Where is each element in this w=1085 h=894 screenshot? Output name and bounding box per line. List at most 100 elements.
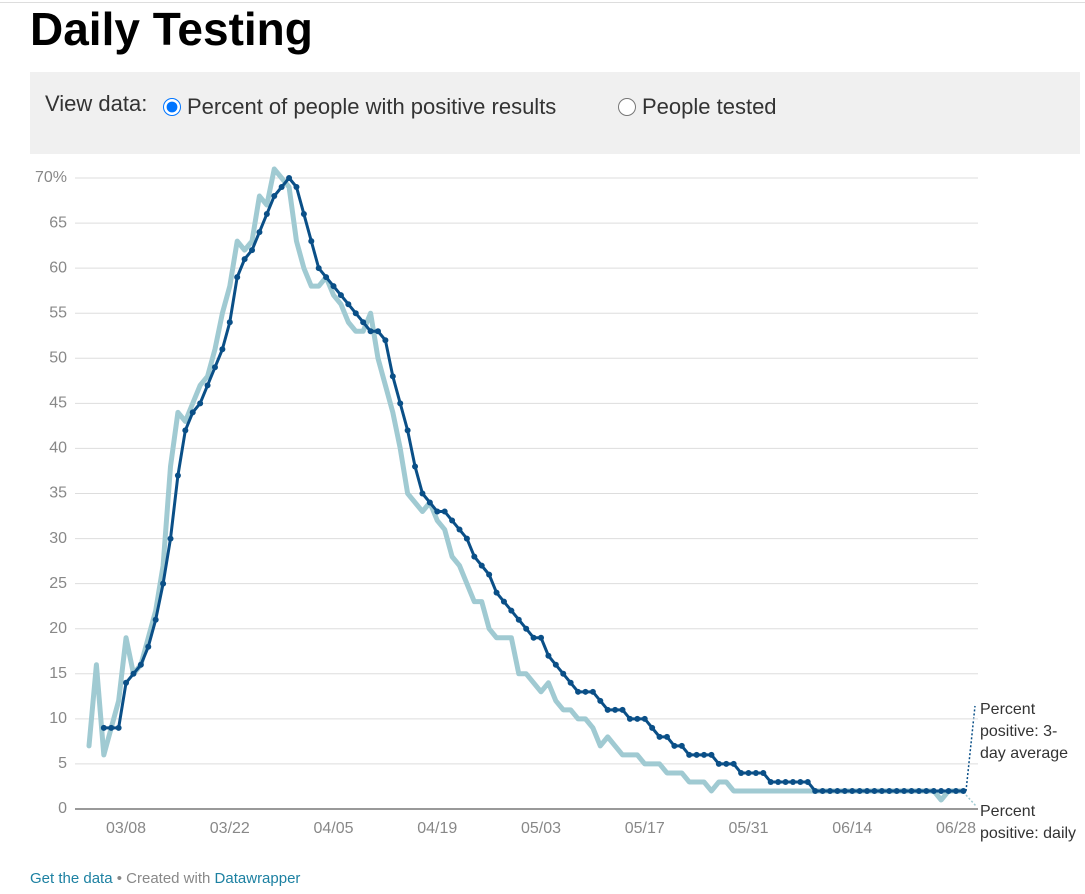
data-point: [819, 787, 826, 794]
data-point: [738, 769, 745, 776]
data-point: [234, 274, 241, 281]
data-point: [789, 778, 796, 785]
data-point: [323, 274, 330, 281]
data-point: [908, 787, 915, 794]
data-point: [160, 580, 167, 587]
data-point: [841, 787, 848, 794]
y-tick-label: 35: [49, 485, 67, 502]
data-point: [271, 193, 278, 200]
y-tick-label: 25: [49, 575, 67, 592]
data-point: [915, 787, 922, 794]
data-point: [619, 706, 626, 713]
data-point: [567, 679, 574, 686]
radio-option[interactable]: People tested: [618, 94, 777, 120]
y-tick-label: 55: [49, 304, 67, 321]
data-point: [871, 787, 878, 794]
data-point: [167, 535, 174, 542]
data-point: [604, 706, 611, 713]
data-point: [278, 184, 285, 191]
data-point: [426, 499, 433, 506]
label-connector: [965, 794, 977, 807]
data-point: [715, 760, 722, 767]
data-point: [663, 733, 670, 740]
view-controls: View data: Percent of people with positi…: [30, 72, 1080, 154]
y-tick-label: 60: [49, 259, 67, 276]
data-point: [597, 697, 604, 704]
y-tick-label: 70%: [35, 169, 67, 186]
data-point: [500, 598, 507, 605]
data-point: [938, 787, 945, 794]
data-point: [145, 643, 152, 650]
data-point: [834, 787, 841, 794]
data-point: [486, 571, 493, 578]
data-point: [723, 760, 730, 767]
data-point: [419, 490, 426, 497]
data-point: [315, 265, 322, 272]
data-point: [345, 301, 352, 308]
data-point: [612, 706, 619, 713]
data-point: [100, 724, 107, 731]
data-point: [760, 769, 767, 776]
data-point: [508, 607, 515, 614]
data-point: [478, 562, 485, 569]
data-point: [752, 769, 759, 776]
y-tick-label: 45: [49, 395, 67, 412]
x-tick-label: 05/17: [625, 820, 665, 837]
data-point: [286, 175, 293, 181]
series-label: Percent positive: daily: [980, 803, 1077, 842]
data-point: [886, 787, 893, 794]
x-tick-label: 06/14: [832, 820, 872, 837]
data-point: [864, 787, 871, 794]
data-point: [797, 778, 804, 785]
data-point: [812, 787, 819, 794]
data-point: [471, 553, 478, 560]
y-tick-label: 0: [58, 800, 67, 817]
radio[interactable]: [163, 98, 181, 116]
data-point: [827, 787, 833, 794]
x-tick-label: 03/22: [210, 820, 250, 837]
data-point: [337, 292, 344, 299]
data-point: [626, 715, 633, 722]
x-tick-label: 04/19: [417, 820, 457, 837]
data-point: [901, 787, 908, 794]
data-point: [174, 472, 181, 479]
data-point: [893, 787, 900, 794]
data-point: [449, 517, 456, 524]
data-point: [849, 787, 856, 794]
data-point: [152, 616, 159, 623]
y-tick-label: 15: [49, 665, 67, 682]
data-point: [678, 742, 685, 749]
y-tick-label: 65: [49, 214, 67, 231]
data-point: [263, 211, 270, 218]
data-point: [775, 778, 782, 785]
data-point: [530, 634, 537, 641]
data-point: [960, 787, 967, 794]
data-point: [575, 688, 582, 695]
data-point: [930, 787, 937, 794]
data-point: [123, 679, 130, 686]
data-point: [360, 319, 367, 326]
radio-option[interactable]: Percent of people with positive results: [163, 94, 556, 120]
data-point: [108, 724, 115, 731]
get-data-link[interactable]: Get the data: [30, 870, 113, 887]
data-point: [352, 310, 359, 317]
data-point: [293, 184, 300, 191]
y-tick-label: 40: [49, 440, 67, 457]
data-point: [374, 328, 381, 335]
data-point: [137, 661, 144, 668]
data-point: [515, 616, 522, 623]
y-tick-label: 10: [49, 710, 67, 727]
data-point: [804, 778, 811, 785]
radio[interactable]: [618, 98, 636, 116]
page-title: Daily Testing: [30, 3, 313, 55]
x-tick-label: 04/05: [314, 820, 354, 837]
data-point: [308, 238, 315, 245]
datawrapper-link[interactable]: Datawrapper: [214, 870, 301, 887]
data-point: [523, 625, 530, 632]
data-point: [300, 211, 307, 218]
data-point: [256, 229, 263, 236]
data-point: [211, 364, 218, 371]
data-point: [878, 787, 885, 794]
